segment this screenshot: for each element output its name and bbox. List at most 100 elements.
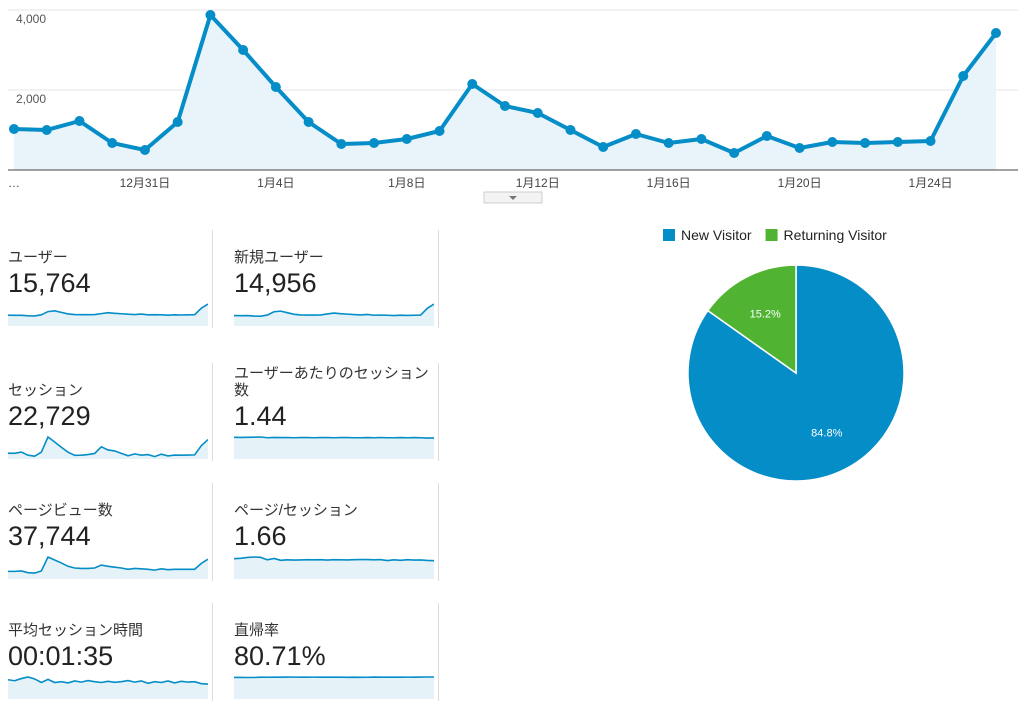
point	[434, 126, 445, 136]
legend-swatch	[663, 229, 675, 241]
metric-label: ユーザー	[8, 249, 68, 266]
point	[467, 79, 478, 89]
spark-area	[8, 437, 208, 459]
point	[827, 137, 838, 147]
point	[205, 10, 216, 20]
metric-value: 80.71%	[234, 641, 326, 671]
point	[369, 138, 380, 148]
arrow	[509, 196, 517, 200]
x-tick-label: 1月4日	[257, 176, 294, 190]
point	[41, 125, 52, 135]
slice-label: 84.8%	[811, 427, 842, 439]
spark-line	[234, 303, 434, 317]
metric-tile: セッション 22,729	[0, 363, 213, 461]
point	[925, 136, 936, 146]
spark-area	[8, 557, 208, 579]
legend-label: Returning Visitor	[784, 227, 888, 243]
spark-area	[8, 304, 208, 326]
point	[303, 117, 314, 127]
spark-line	[234, 676, 434, 679]
point	[958, 71, 969, 81]
metric-label: セッション	[8, 382, 84, 399]
point	[270, 82, 281, 92]
spark-area	[234, 304, 434, 326]
metric-tile: ページ/セッション 1.66	[226, 483, 439, 581]
sparkline	[8, 555, 208, 579]
x-tick-label: …	[8, 176, 20, 190]
legend-swatch	[765, 229, 778, 241]
metric-value: 1.44	[234, 401, 287, 431]
area	[14, 15, 996, 170]
metric-tile: ページビュー数 37,744	[0, 483, 213, 581]
sparkline	[234, 676, 434, 699]
metric-tile: 平均セッション時間 00:01:35	[0, 603, 213, 701]
x-tick-label: 1月16日	[647, 176, 691, 190]
spark-area	[234, 677, 434, 699]
metric-tile: ユーザーあたりのセッション数 1.44	[226, 363, 439, 461]
metric-tile: 新規ユーザー 14,956	[226, 230, 439, 328]
x-tick-label: 12月31日	[120, 176, 171, 190]
point	[991, 28, 1001, 38]
metric-label: 平均セッション時間	[8, 622, 144, 639]
sparkline	[8, 435, 208, 459]
point	[696, 134, 707, 144]
spark-line	[8, 555, 208, 574]
point	[74, 116, 85, 126]
spark-line	[8, 676, 208, 685]
point	[729, 148, 740, 158]
sparkline	[234, 436, 434, 459]
metric-value: 00:01:35	[8, 641, 114, 671]
spark-line	[234, 436, 434, 439]
spark-area	[234, 437, 434, 459]
y-tick-label: 2,000	[16, 92, 46, 106]
slice	[706, 264, 797, 375]
point	[565, 125, 576, 135]
metric-value: 1.66	[234, 521, 287, 551]
pie-chart: New Visitor Returning Visitor 84.8% 15.2%	[663, 227, 905, 482]
point	[238, 45, 249, 55]
sparkline	[8, 303, 208, 326]
x-tick-label: 1月24日	[909, 176, 953, 190]
spark-line	[234, 556, 434, 562]
metric-label: 新規ユーザー	[234, 249, 324, 266]
x-tick-label: 1月20日	[778, 176, 822, 190]
sparkline	[234, 303, 434, 326]
metric-label: ユーザーあたりのセッション数	[234, 365, 429, 399]
point	[892, 137, 903, 147]
point	[9, 124, 19, 134]
point	[761, 131, 772, 141]
sparkline	[234, 556, 434, 579]
metric-value: 14,956	[234, 268, 317, 298]
spark-line	[8, 435, 208, 458]
metric-label: ページ/セッション	[234, 502, 358, 519]
point	[794, 143, 805, 153]
drop-button[interactable]	[483, 191, 543, 204]
sparkline	[8, 676, 208, 699]
metric-tile: ユーザー 15,764	[0, 230, 213, 328]
x-tick-label: 1月8日	[388, 176, 425, 190]
slice-label: 15.2%	[750, 309, 781, 321]
point	[532, 108, 543, 118]
point	[663, 138, 674, 148]
point	[172, 117, 183, 127]
line-chart: 2,000 4,000 … 12月31日 1月4日 1月8日 1月12日 1月16日 1月20日…	[8, 9, 1018, 204]
spark-area	[234, 557, 434, 579]
point	[107, 138, 118, 148]
point	[630, 129, 641, 139]
point	[401, 134, 412, 144]
point	[500, 101, 510, 111]
y-tick-label: 4,000	[16, 12, 46, 26]
point	[139, 145, 150, 155]
metric-label: ページビュー数	[8, 502, 113, 519]
legend-label: New Visitor	[681, 227, 752, 243]
point	[860, 138, 871, 148]
point	[336, 139, 347, 149]
metric-value: 37,744	[8, 521, 91, 551]
x-tick-label: 1月12日	[516, 176, 560, 190]
metric-value: 22,729	[8, 401, 91, 431]
metric-label: 直帰率	[234, 622, 280, 639]
spark-line	[8, 303, 208, 317]
metric-tile: 直帰率 80.71%	[226, 603, 439, 701]
point	[598, 142, 609, 152]
